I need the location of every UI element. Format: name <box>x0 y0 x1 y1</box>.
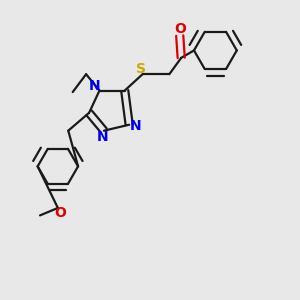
Text: N: N <box>97 130 108 144</box>
Text: N: N <box>88 79 100 93</box>
Text: S: S <box>136 62 146 76</box>
Text: N: N <box>130 119 142 133</box>
Text: O: O <box>174 22 186 36</box>
Text: O: O <box>54 206 66 220</box>
